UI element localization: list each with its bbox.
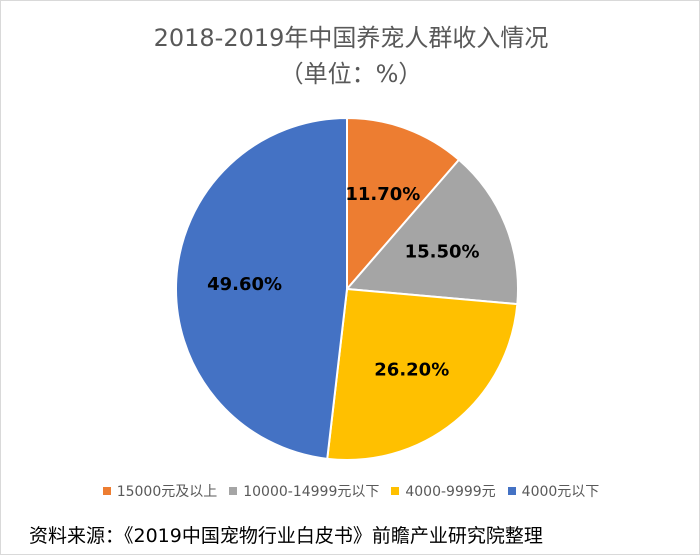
legend-label: 15000元及以上 (116, 484, 218, 500)
legend-swatch (102, 487, 111, 495)
legend-label: 10000-14999元以下 (243, 484, 380, 500)
legend-label: 4000-9999元 (405, 484, 496, 500)
chart-title: 2018-2019年中国养宠人群收入情况 (153, 24, 549, 52)
legend: 15000元及以上 10000-14999元以下 4000-9999元 4000… (1, 481, 700, 501)
data-label: 49.60% (207, 274, 282, 295)
data-label: 15.50% (405, 242, 480, 263)
legend-item: 4000-9999元 (391, 481, 496, 501)
legend-swatch (229, 487, 238, 495)
legend-item: 10000-14999元以下 (229, 481, 379, 501)
pie-slice (344, 158, 519, 306)
legend-item: 15000元及以上 (102, 481, 218, 501)
legend-item: 4000元以下 (507, 481, 600, 501)
pie-slice (175, 116, 348, 460)
pie-slice (346, 116, 461, 292)
source-note: 资料来源：《2019中国宠物行业白皮书》前瞻产业研究院整理 (29, 525, 543, 547)
pie-slice (326, 287, 519, 461)
data-label: 26.20% (374, 360, 449, 381)
chart-subtitle: （单位：%） (279, 60, 423, 88)
legend-swatch (391, 487, 400, 495)
data-label: 11.70% (345, 184, 420, 205)
legend-swatch (507, 487, 516, 495)
legend-label: 4000元以下 (521, 484, 600, 500)
